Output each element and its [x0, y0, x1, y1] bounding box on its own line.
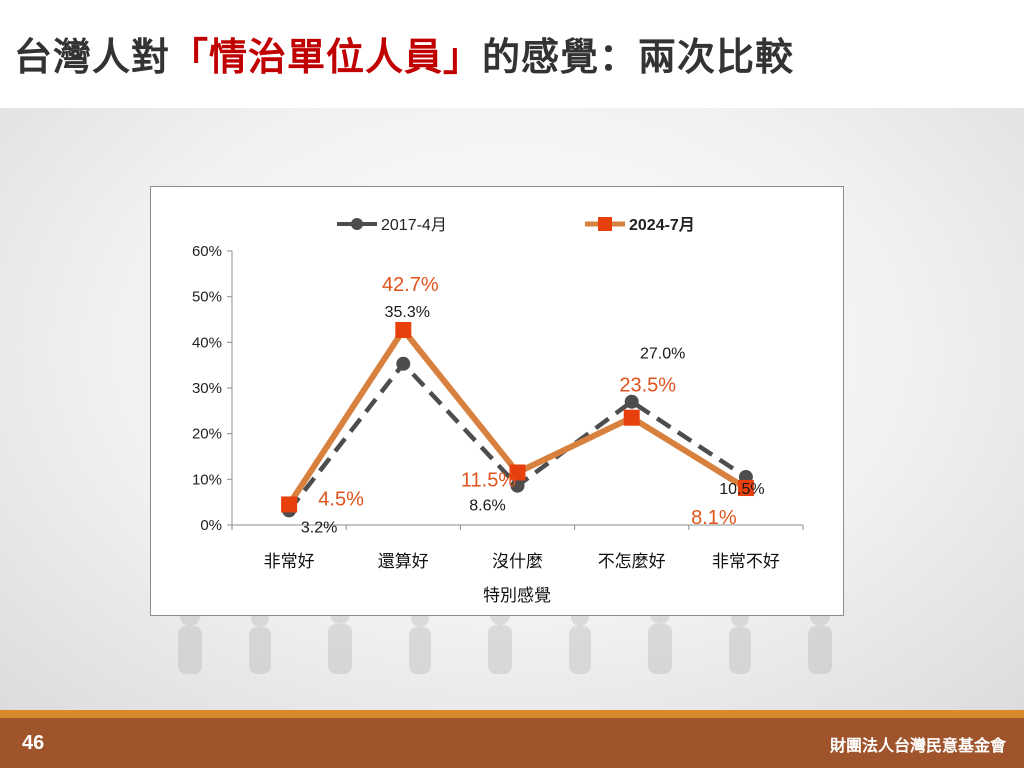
- legend: 2017-4月 2024-7月: [337, 216, 695, 234]
- data-point-2017: [396, 356, 411, 371]
- x-tick-label: 非常好: [264, 552, 315, 572]
- legend-label-2024: 2024-7月: [629, 216, 695, 234]
- chart-panel: 2017-4月 2024-7月 0% 10% 20% 30% 40% 50% 60% 非常好…: [150, 186, 844, 616]
- footer-bar: 46 財團法人台灣民意基金會: [0, 710, 1024, 768]
- legend-item-2024: 2024-7月: [585, 216, 695, 234]
- x-tick-label: 還算好: [378, 552, 429, 572]
- title-highlight: 「情治單位人員」: [170, 35, 483, 79]
- data-point-2017: [510, 478, 525, 493]
- y-tick-label: 60%: [192, 243, 222, 260]
- x-tick-label: 非常不好: [712, 552, 780, 572]
- x-tick-label: 沒什麼: [492, 552, 543, 572]
- legend-marker-2017: [351, 218, 363, 230]
- data-point-2017: [624, 394, 639, 409]
- title-prefix: 台灣人對: [14, 35, 171, 79]
- y-axis-ticks: 0% 10% 20% 30% 40% 50% 60%: [192, 243, 232, 534]
- data-label-2024: 42.7%: [382, 274, 439, 296]
- y-tick-label: 40%: [192, 334, 222, 351]
- data-label-2017: 10.5%: [719, 481, 764, 498]
- x-axis-ticks: 非常好 還算好 沒什麼 不怎麼好 非常不好: [231, 525, 804, 572]
- y-tick-label: 10%: [192, 471, 222, 488]
- data-label-2024: 8.1%: [691, 507, 737, 529]
- data-label-2017: 35.3%: [385, 304, 430, 321]
- organization-name: 財團法人台灣民意基金會: [829, 736, 1006, 755]
- data-point-2024: [281, 496, 298, 513]
- data-label-2017: 3.2%: [301, 519, 337, 536]
- data-label-2024: 11.5%: [461, 469, 516, 491]
- data-point-2024: [623, 409, 640, 426]
- x-tick-label: 不怎麼好: [598, 552, 666, 572]
- y-tick-label: 0%: [200, 517, 222, 534]
- data-label-2017: 27.0%: [640, 346, 685, 363]
- page-number: 46: [22, 732, 45, 754]
- data-label-2024: 23.5%: [619, 375, 676, 397]
- data-label-layer: 3.2% 35.3% 8.6% 27.0% 10.5% 4.5% 42.7% 11.5% 23.…: [301, 274, 765, 536]
- slide-title: 台灣人對「情治單位人員」的感覺：兩次比較: [14, 26, 794, 81]
- title-bar: 台灣人對「情治單位人員」的感覺：兩次比較: [0, 0, 1024, 108]
- title-suffix: 的感覺：兩次比較: [482, 35, 795, 79]
- x-axis-title: 特別感覺: [483, 586, 551, 606]
- data-point-2024: [509, 464, 526, 481]
- data-label-2024: 4.5%: [318, 488, 364, 510]
- legend-marker-2024: [598, 217, 612, 231]
- y-tick-label: 20%: [192, 426, 222, 443]
- data-point-2024: [737, 480, 754, 497]
- data-point-2024: [395, 322, 412, 339]
- data-label-2017: 8.6%: [469, 498, 505, 515]
- y-tick-label: 30%: [192, 380, 222, 397]
- line-chart: 2017-4月 2024-7月 0% 10% 20% 30% 40% 50% 60% 非常好…: [192, 216, 804, 606]
- footer-stripe: [0, 710, 1024, 718]
- legend-item-2017: 2017-4月: [337, 217, 447, 234]
- series-layer: [281, 322, 754, 518]
- legend-label-2017: 2017-4月: [381, 217, 447, 234]
- y-tick-label: 50%: [192, 289, 222, 306]
